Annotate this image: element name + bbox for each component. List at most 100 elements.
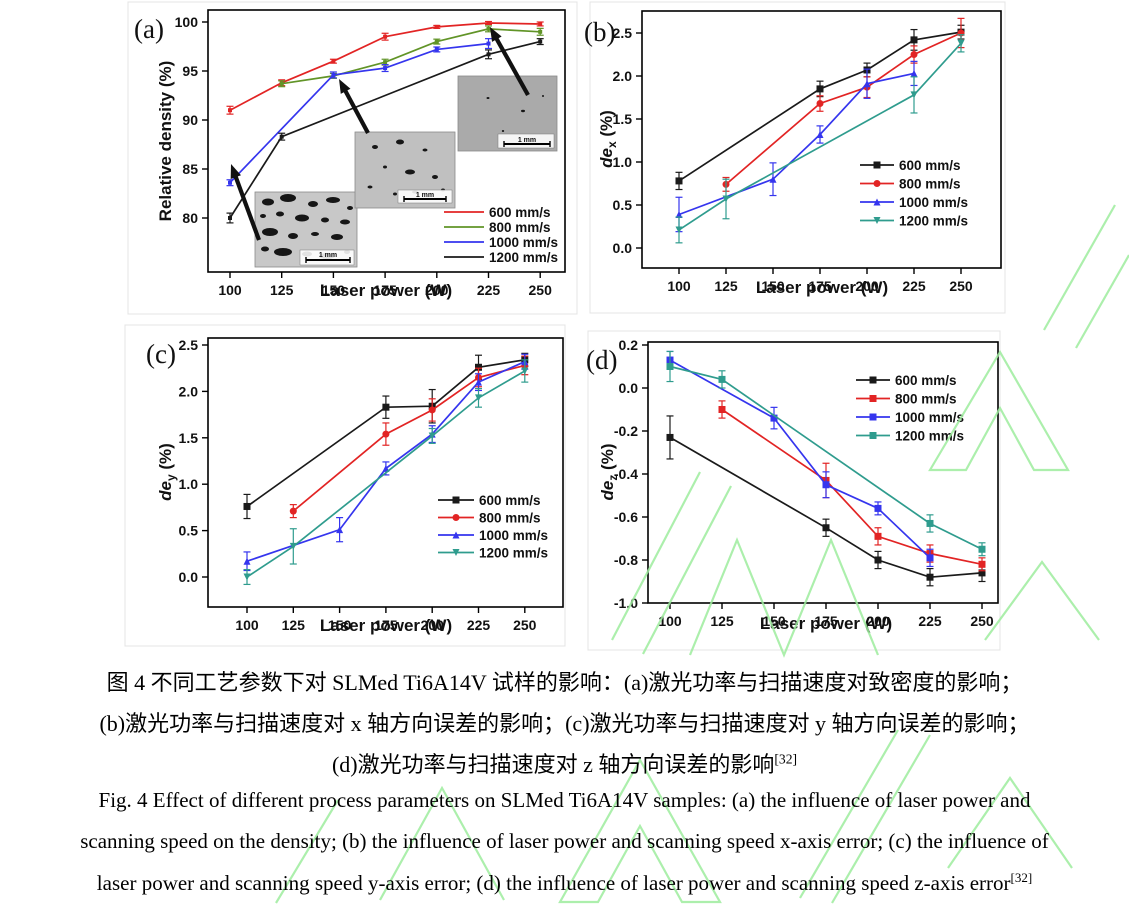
y-axis: 80 85 90 95 100 Relative density (%) xyxy=(156,14,208,226)
svg-text:100: 100 xyxy=(218,282,242,298)
figure-caption: 图 4 不同工艺参数下对 SLMed Ti6A14V 试样的影响：(a)激光功率… xyxy=(0,665,1129,904)
svg-text:225: 225 xyxy=(902,278,926,294)
caption-en-line3: laser power and scanning speed y-axis er… xyxy=(0,870,1129,904)
svg-text:Laser power (W): Laser power (W) xyxy=(760,614,892,633)
x-axis: 100 125 150 175 200 225 250 Laser power (W) xyxy=(667,268,973,297)
panel-letter-d: (d) xyxy=(586,345,617,375)
svg-text:125: 125 xyxy=(282,617,306,633)
svg-text:200: 200 xyxy=(425,282,449,298)
svg-text:225: 225 xyxy=(477,282,501,298)
panel-b-chart: 100 125 150 175 200 225 250 Laser power (W) 0.0 0… xyxy=(584,1,1006,314)
svg-text:1200 mm/s: 1200 mm/s xyxy=(489,250,558,265)
series-1000-mm-s xyxy=(666,350,934,568)
caption-zh-line2: (b)激光功率与扫描速度对 x 轴方向误差的影响；(c)激光功率与扫描速度对 y… xyxy=(99,711,1030,736)
y-axis: 0.0 0.5 1.0 1.5 2.0 2.5 dey (%) xyxy=(156,337,208,585)
inset-micrograph-2: 1 mm xyxy=(354,131,456,209)
svg-text:250: 250 xyxy=(529,282,553,298)
svg-text:1.5: 1.5 xyxy=(613,111,633,127)
svg-text:0.2: 0.2 xyxy=(619,337,639,353)
svg-text:-0.8: -0.8 xyxy=(614,552,638,568)
svg-text:90: 90 xyxy=(182,112,198,128)
inset-micrograph-1: 1 mm xyxy=(254,191,358,268)
svg-text:85: 85 xyxy=(182,161,198,177)
caption-en-line3-text: laser power and scanning speed y-axis er… xyxy=(96,871,1011,895)
series-1000-mm-s xyxy=(226,38,492,187)
svg-text:2.0: 2.0 xyxy=(179,383,199,399)
svg-text:150: 150 xyxy=(761,278,785,294)
svg-text:0.5: 0.5 xyxy=(613,197,633,213)
svg-text:dex (%): dex (%) xyxy=(597,110,619,168)
svg-text:Laser power (W): Laser power (W) xyxy=(320,281,452,300)
svg-text:80: 80 xyxy=(182,210,198,226)
svg-text:100: 100 xyxy=(175,14,199,30)
y-axis: 0.0 0.5 1.0 1.5 2.0 2.5 dex (%) xyxy=(597,25,642,256)
svg-text:600 mm/s: 600 mm/s xyxy=(895,373,957,388)
arrow-annotation xyxy=(339,79,370,134)
panel-letter-c: (c) xyxy=(146,339,176,369)
svg-text:175: 175 xyxy=(374,617,398,633)
svg-text:800 mm/s: 800 mm/s xyxy=(895,392,957,407)
svg-text:1 mm: 1 mm xyxy=(416,192,434,199)
svg-text:800 mm/s: 800 mm/s xyxy=(899,177,961,192)
svg-text:1 mm: 1 mm xyxy=(518,137,536,144)
svg-text:1.5: 1.5 xyxy=(179,430,199,446)
svg-text:-1.0: -1.0 xyxy=(614,595,638,611)
svg-text:95: 95 xyxy=(182,63,198,79)
panel-a-chart: 100 125 150 175 200 225 250 Laser power (W) 80 85… xyxy=(127,1,578,315)
svg-text:Relative density (%): Relative density (%) xyxy=(156,61,175,222)
svg-text:1.0: 1.0 xyxy=(613,154,633,170)
caption-en-line2: scanning speed on the density; (b) the i… xyxy=(80,829,1049,853)
svg-text:1.0: 1.0 xyxy=(179,476,199,492)
svg-text:225: 225 xyxy=(918,613,942,629)
svg-text:125: 125 xyxy=(714,278,738,294)
svg-text:800 mm/s: 800 mm/s xyxy=(489,220,551,235)
svg-text:1000 mm/s: 1000 mm/s xyxy=(899,195,968,210)
svg-text:0.5: 0.5 xyxy=(179,523,199,539)
svg-text:100: 100 xyxy=(235,617,259,633)
svg-text:150: 150 xyxy=(328,617,352,633)
svg-text:250: 250 xyxy=(949,278,973,294)
svg-text:dey (%): dey (%) xyxy=(156,443,178,501)
series-1200-mm-s xyxy=(226,38,544,224)
svg-text:1000 mm/s: 1000 mm/s xyxy=(489,235,558,250)
svg-text:0.0: 0.0 xyxy=(613,240,633,256)
svg-text:800 mm/s: 800 mm/s xyxy=(479,511,541,526)
panel-letter-b: (b) xyxy=(584,17,615,47)
svg-text:1200 mm/s: 1200 mm/s xyxy=(895,429,964,444)
four-panel-charts: 100 125 150 175 200 225 250 Laser power (W) 80 85… xyxy=(124,1,1006,651)
inset-micrograph-3: 1 mm xyxy=(457,75,558,152)
svg-text:dez (%): dez (%) xyxy=(598,443,620,500)
svg-text:600 mm/s: 600 mm/s xyxy=(489,205,551,220)
svg-text:1 mm: 1 mm xyxy=(319,252,337,259)
caption-zh-line1: 图 4 不同工艺参数下对 SLMed Ti6A14V 试样的影响：(a)激光功率… xyxy=(106,670,1023,695)
caption-en-reference: [32] xyxy=(1010,870,1033,885)
svg-text:1000 mm/s: 1000 mm/s xyxy=(479,528,548,543)
svg-text:100: 100 xyxy=(667,278,691,294)
svg-text:2.5: 2.5 xyxy=(179,337,199,353)
svg-text:100: 100 xyxy=(658,613,682,629)
svg-text:2.5: 2.5 xyxy=(613,25,633,41)
svg-text:200: 200 xyxy=(855,278,879,294)
caption-en-line1: Fig. 4 Effect of different process param… xyxy=(98,788,1031,812)
svg-text:250: 250 xyxy=(970,613,994,629)
caption-zh-reference: [32] xyxy=(774,751,798,767)
series-1200-mm-s xyxy=(675,34,965,244)
series-1200-mm-s xyxy=(243,359,529,586)
caption-zh-line3-text: (d)激光功率与扫描速度对 z 轴方向误差的影响 xyxy=(331,752,775,777)
svg-text:1200 mm/s: 1200 mm/s xyxy=(479,546,548,561)
svg-text:175: 175 xyxy=(808,278,832,294)
svg-text:125: 125 xyxy=(270,282,294,298)
svg-text:-0.6: -0.6 xyxy=(614,509,638,525)
svg-text:1200 mm/s: 1200 mm/s xyxy=(899,214,968,229)
svg-text:Laser power (W): Laser power (W) xyxy=(756,278,888,297)
arrow-annotation xyxy=(230,164,261,241)
svg-text:1000 mm/s: 1000 mm/s xyxy=(895,410,964,425)
